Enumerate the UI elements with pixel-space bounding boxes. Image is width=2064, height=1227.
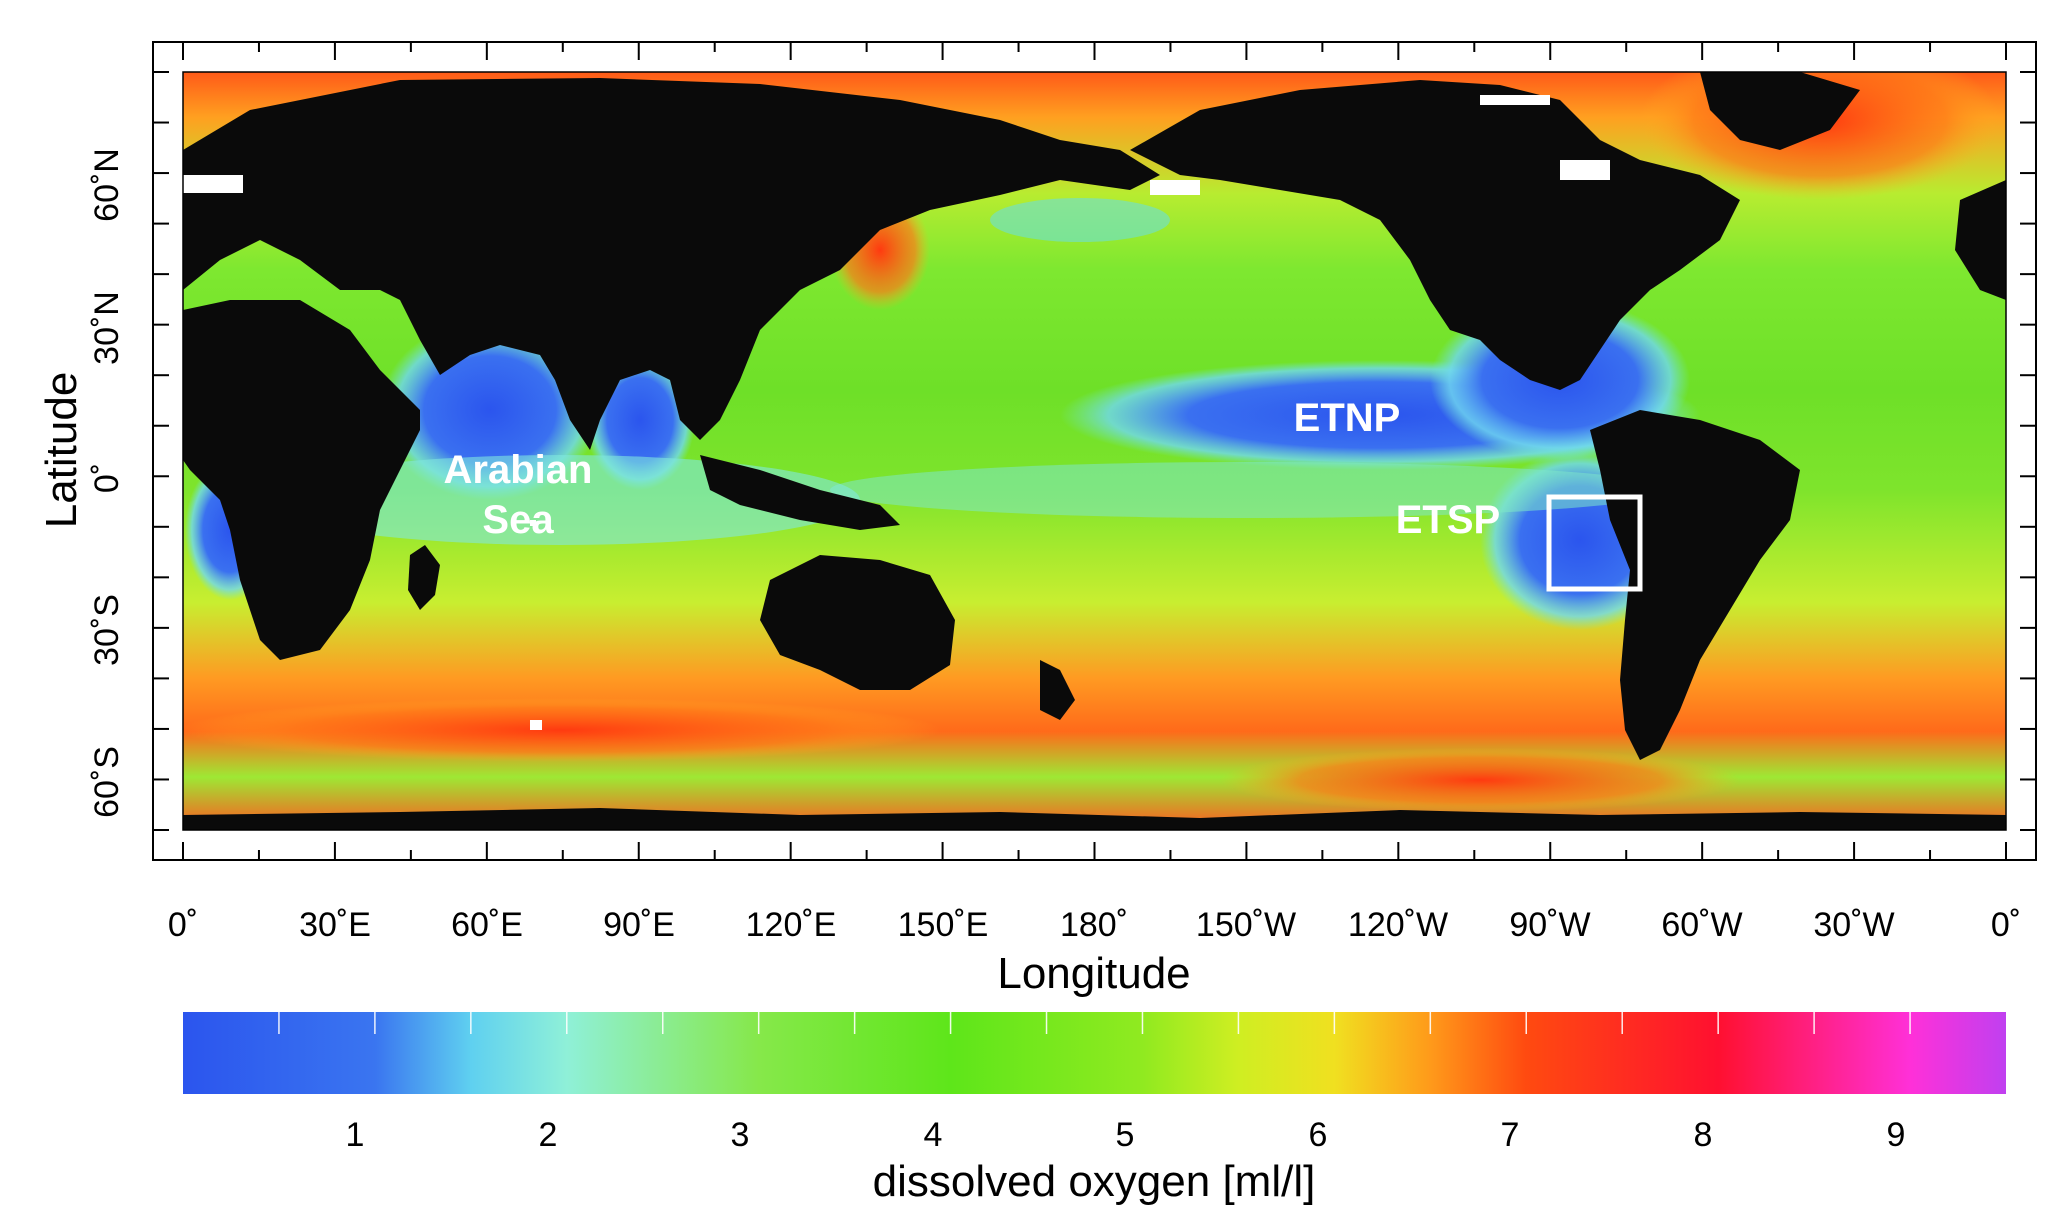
x-tick-label: 120˚W bbox=[1348, 906, 1448, 944]
colorbar-tick-labels: 1 2 3 4 5 6 7 8 9 bbox=[346, 1116, 1906, 1154]
x-tick-label: 60˚W bbox=[1661, 906, 1742, 944]
australia-land bbox=[760, 555, 955, 690]
no-data-areas bbox=[183, 95, 1610, 730]
equatorial-pacific-band bbox=[830, 462, 1670, 518]
colorbar-minor-ticks bbox=[278, 1012, 1911, 1034]
y-axis-tick-labels: 60˚N 30˚N 0˚ 30˚S 60˚S bbox=[88, 148, 126, 818]
x-tick-label: 150˚E bbox=[898, 906, 989, 944]
madagascar-land bbox=[408, 545, 440, 610]
region-label-etsp: ETSP bbox=[1396, 498, 1500, 542]
no-data-patch bbox=[530, 520, 536, 526]
no-data-patch bbox=[1150, 180, 1200, 195]
y-tick-label: 30˚S bbox=[88, 594, 126, 666]
southern-ocean-band-west bbox=[183, 698, 940, 762]
europe-west-land bbox=[1955, 180, 2006, 300]
y-tick-label: 60˚S bbox=[88, 746, 126, 818]
colorbar-title: dissolved oxygen [ml/l] bbox=[873, 1157, 1316, 1206]
x-tick-label: 30˚E bbox=[299, 906, 371, 944]
new-zealand-land bbox=[1040, 660, 1075, 720]
no-data-patch bbox=[1560, 160, 1610, 180]
colorbar-tick-label: 9 bbox=[1887, 1116, 1906, 1154]
no-data-patch bbox=[183, 175, 243, 193]
map-inner-border bbox=[182, 71, 2007, 831]
x-tick-label: 0˚ bbox=[1991, 906, 2021, 944]
x-tick-label: 60˚E bbox=[451, 906, 523, 944]
colorbar: 1 2 3 4 5 6 7 8 9 dissolved oxygen [ml/l… bbox=[183, 1012, 2006, 1206]
colorbar-tick-label: 2 bbox=[539, 1116, 558, 1154]
y-tick-label: 30˚N bbox=[88, 291, 126, 365]
world-oxygen-map: Arabian Sea ETNP ETSP bbox=[183, 72, 2006, 830]
axis-ticks bbox=[153, 42, 2036, 860]
y-axis-title: Latitude bbox=[37, 372, 86, 529]
x-axis-tick-labels: 0˚ 30˚E 60˚E 90˚E 120˚E 150˚E 180˚ 150˚W… bbox=[168, 906, 2021, 944]
x-tick-label: 0˚ bbox=[168, 906, 198, 944]
x-tick-label: 180˚ bbox=[1060, 906, 1128, 944]
colorbar-tick-label: 7 bbox=[1501, 1116, 1520, 1154]
southeast-asia-islands bbox=[700, 455, 900, 530]
x-tick-label: 90˚E bbox=[603, 906, 675, 944]
greenland-land bbox=[1700, 72, 1860, 150]
etsp-study-box bbox=[1546, 494, 1643, 592]
colorbar-tick-label: 6 bbox=[1309, 1116, 1328, 1154]
eurasia-land bbox=[183, 78, 1160, 450]
x-axis-title: Longitude bbox=[997, 949, 1190, 998]
north-pacific-low-zone bbox=[990, 198, 1170, 242]
land-masses bbox=[183, 72, 2006, 830]
no-data-patch bbox=[1480, 95, 1550, 105]
x-tick-label: 150˚W bbox=[1196, 906, 1296, 944]
colorbar-tick-label: 1 bbox=[346, 1116, 365, 1154]
colorbar-tick-label: 4 bbox=[924, 1116, 943, 1154]
colorbar-tick-label: 8 bbox=[1694, 1116, 1713, 1154]
colorbar-gradient bbox=[183, 1012, 2006, 1094]
x-tick-label: 90˚W bbox=[1509, 906, 1590, 944]
x-tick-label: 30˚W bbox=[1813, 906, 1894, 944]
x-tick-label: 120˚E bbox=[746, 906, 837, 944]
antarctica-land bbox=[183, 808, 2006, 830]
colorbar-tick-label: 5 bbox=[1116, 1116, 1135, 1154]
southern-ocean-band-east bbox=[1220, 748, 1740, 812]
africa-land bbox=[183, 300, 420, 660]
colorbar-tick-label: 3 bbox=[731, 1116, 750, 1154]
y-tick-label: 0˚ bbox=[88, 463, 126, 493]
region-label-sea: Sea bbox=[482, 498, 554, 542]
region-label-etnp: ETNP bbox=[1294, 396, 1401, 440]
north-america-land bbox=[1130, 80, 1740, 390]
y-tick-label: 60˚N bbox=[88, 148, 126, 222]
no-data-patch bbox=[530, 720, 542, 730]
region-label-arabian: Arabian bbox=[444, 448, 593, 492]
